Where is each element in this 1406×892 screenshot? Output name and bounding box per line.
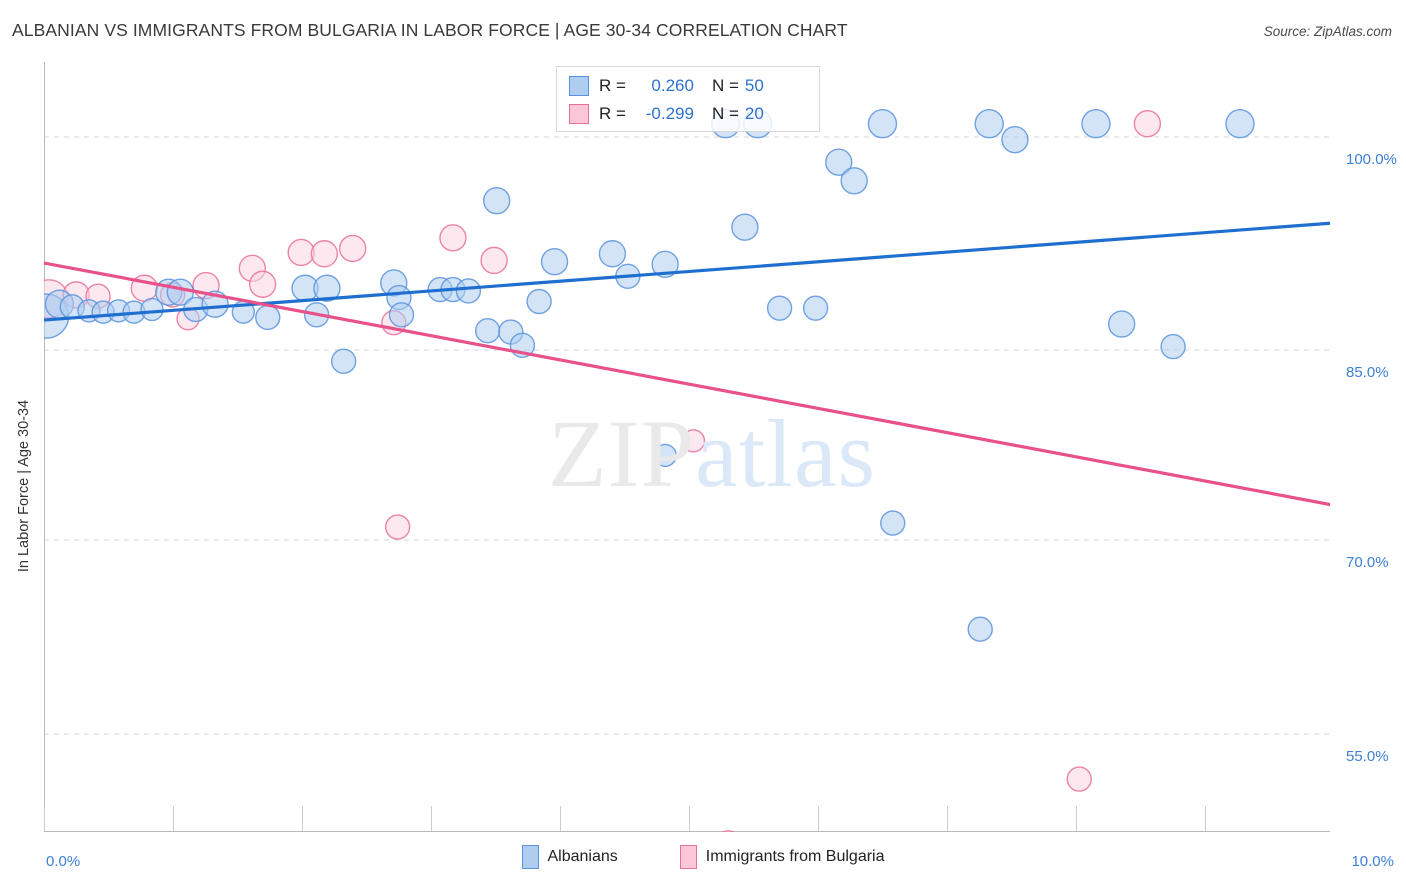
data-point[interactable] xyxy=(287,238,315,267)
data-point[interactable] xyxy=(480,246,508,275)
data-point[interactable] xyxy=(1225,109,1255,139)
y-axis-tick-label-0: 100.0% xyxy=(1346,151,1397,168)
legend-n-value-bulgaria: 20 xyxy=(744,104,764,123)
data-point[interactable] xyxy=(651,250,679,279)
data-point[interactable] xyxy=(716,830,740,832)
legend-r-label-bulgaria: R = xyxy=(599,104,626,123)
scatter-plot-svg xyxy=(44,62,1330,832)
data-point[interactable] xyxy=(681,429,706,453)
y-axis-tick-label-1: 85.0% xyxy=(1346,364,1389,381)
legend-row-albanians: R = 0.260 N = 50 xyxy=(569,72,809,100)
data-point[interactable] xyxy=(653,443,677,468)
data-point[interactable] xyxy=(766,295,793,321)
data-point[interactable] xyxy=(1107,310,1136,338)
data-point[interactable] xyxy=(1081,109,1111,139)
data-point[interactable] xyxy=(1160,333,1186,360)
data-point[interactable] xyxy=(310,240,339,268)
data-point[interactable] xyxy=(474,317,501,344)
data-point[interactable] xyxy=(526,288,552,315)
source-label: Source: ZipAtlas.com xyxy=(1263,24,1392,39)
data-point[interactable] xyxy=(802,295,829,321)
legend-n-value-albanians: 50 xyxy=(744,76,764,95)
series-swatch-albanians xyxy=(521,845,539,869)
data-point[interactable] xyxy=(439,224,467,252)
series-swatch-bulgaria xyxy=(679,845,697,869)
data-point[interactable] xyxy=(248,270,277,298)
legend-swatch-albanians xyxy=(569,76,589,96)
data-point[interactable] xyxy=(880,510,906,536)
data-point[interactable] xyxy=(255,304,281,331)
series-legend-item-bulgaria[interactable]: Immigrants from Bulgaria xyxy=(679,845,885,869)
x-axis-max-label: 10.0% xyxy=(1351,853,1394,870)
data-point[interactable] xyxy=(967,616,993,642)
legend-r-label-albanians: R = xyxy=(599,76,626,95)
data-point[interactable] xyxy=(1133,110,1162,138)
data-point[interactable] xyxy=(731,213,759,241)
series-legend-item-albanians[interactable]: Albanians xyxy=(521,845,618,869)
legend-r-value-albanians: 0.260 xyxy=(651,76,694,95)
data-point[interactable] xyxy=(455,278,482,304)
data-point[interactable] xyxy=(313,274,341,302)
correlation-legend: R = 0.260 N = 50 R = -0.299 N = 20 xyxy=(556,66,820,132)
data-point[interactable] xyxy=(388,302,415,328)
legend-n-label-albanians: N = xyxy=(711,76,739,95)
series-label-bulgaria: Immigrants from Bulgaria xyxy=(705,848,885,865)
legend-row-bulgaria: R = -0.299 N = 20 xyxy=(569,100,809,128)
data-point[interactable] xyxy=(384,514,411,540)
data-point[interactable] xyxy=(482,186,511,215)
data-point[interactable] xyxy=(540,248,569,276)
legend-swatch-bulgaria xyxy=(569,104,589,124)
page-title: ALBANIAN VS IMMIGRANTS FROM BULGARIA IN … xyxy=(12,20,848,40)
trendline-albanians xyxy=(44,221,1330,322)
data-point[interactable] xyxy=(140,297,164,322)
y-axis-title: In Labor Force | Age 30-34 xyxy=(10,0,38,892)
data-point[interactable] xyxy=(1066,766,1092,792)
data-point[interactable] xyxy=(338,234,367,263)
y-axis-tick-label-3: 55.0% xyxy=(1346,748,1389,765)
trendline-bulgaria xyxy=(44,261,1330,507)
data-point[interactable] xyxy=(867,109,898,139)
y-axis-tick-label-2: 70.0% xyxy=(1346,554,1389,571)
data-point[interactable] xyxy=(330,348,357,374)
data-point[interactable] xyxy=(974,109,1004,139)
data-point[interactable] xyxy=(598,240,627,268)
data-point[interactable] xyxy=(1001,125,1029,154)
x-axis-min-label: 0.0% xyxy=(46,853,81,870)
plot-area xyxy=(44,62,1330,832)
legend-r-value-bulgaria: -0.299 xyxy=(645,104,694,123)
data-point[interactable] xyxy=(840,167,868,195)
series-points-bulgaria xyxy=(44,110,1162,832)
series-legend: Albanians Immigrants from Bulgaria xyxy=(0,845,1406,869)
legend-n-label-bulgaria: N = xyxy=(711,104,739,123)
y-axis-title-text: In Labor Force | Age 30-34 xyxy=(16,399,32,573)
series-label-albanians: Albanians xyxy=(547,848,618,865)
data-point[interactable] xyxy=(825,148,853,176)
